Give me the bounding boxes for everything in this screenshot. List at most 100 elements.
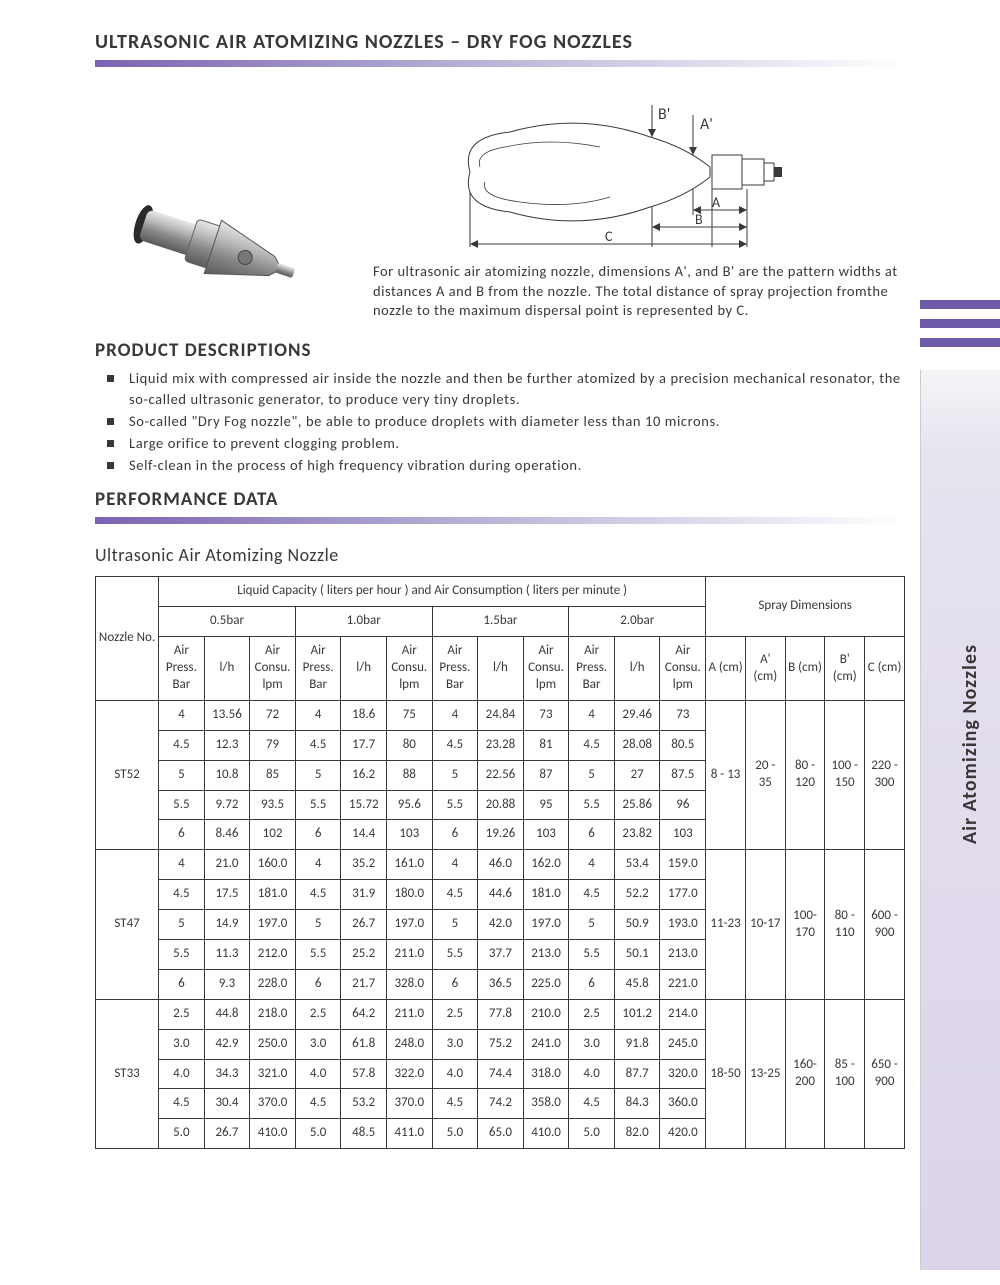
dimension-cell: 8 - 13: [706, 700, 746, 849]
data-cell: 57.8: [341, 1059, 387, 1089]
data-cell: 250.0: [250, 1029, 296, 1059]
data-cell: 2.5: [159, 999, 205, 1029]
data-cell: 5: [295, 910, 341, 940]
data-cell: 6: [159, 820, 205, 850]
data-cell: 48.5: [341, 1119, 387, 1149]
data-cell: 410.0: [250, 1119, 296, 1149]
data-cell: 4.5: [159, 730, 205, 760]
dimension-cell: 80 - 110: [825, 850, 865, 999]
diagram-label-b-prime: B': [658, 105, 670, 124]
data-cell: 19.26: [478, 820, 524, 850]
data-cell: 17.5: [204, 880, 250, 910]
data-cell: 37.7: [478, 940, 524, 970]
data-cell: 4.0: [295, 1059, 341, 1089]
dimension-cell: 80 - 120: [785, 700, 825, 849]
dimension-cell: 85 - 100: [825, 999, 865, 1148]
sub-header: Air Press. Bar: [432, 637, 478, 701]
data-cell: 25.86: [614, 790, 660, 820]
data-cell: 53.2: [341, 1089, 387, 1119]
pressure-group-header: 0.5bar: [159, 607, 296, 637]
dimension-cell: 18-50: [706, 999, 746, 1148]
data-cell: 42.0: [478, 910, 524, 940]
data-cell: 2.5: [569, 999, 615, 1029]
sub-header: l/h: [478, 637, 524, 701]
sub-header: Air Press. Bar: [295, 637, 341, 701]
description-bullet: Self-clean in the process of high freque…: [95, 455, 905, 477]
nozzle-id-cell: ST47: [96, 850, 159, 999]
data-cell: 213.0: [660, 940, 706, 970]
data-cell: 10.8: [204, 760, 250, 790]
data-cell: 5.0: [569, 1119, 615, 1149]
data-cell: 4.0: [432, 1059, 478, 1089]
data-cell: 4.5: [295, 1089, 341, 1119]
data-cell: 23.28: [478, 730, 524, 760]
diagram-label-a-prime: A': [700, 115, 713, 134]
dimension-header: B' (cm): [825, 637, 865, 701]
data-cell: 50.9: [614, 910, 660, 940]
data-cell: 4.0: [159, 1059, 205, 1089]
data-cell: 181.0: [250, 880, 296, 910]
data-cell: 77.8: [478, 999, 524, 1029]
data-cell: 2.5: [295, 999, 341, 1029]
data-cell: 26.7: [204, 1119, 250, 1149]
data-cell: 5.5: [432, 940, 478, 970]
data-cell: 4: [295, 700, 341, 730]
data-cell: 6: [295, 820, 341, 850]
data-cell: 318.0: [523, 1059, 569, 1089]
liquid-capacity-header: Liquid Capacity ( liters per hour ) and …: [159, 577, 706, 607]
dimension-header: B (cm): [785, 637, 825, 701]
page-title: ULTRASONIC AIR ATOMIZING NOZZLES – DRY F…: [95, 30, 905, 60]
data-cell: 177.0: [660, 880, 706, 910]
data-cell: 16.2: [341, 760, 387, 790]
data-cell: 161.0: [387, 850, 433, 880]
data-cell: 5: [159, 910, 205, 940]
data-cell: 11.3: [204, 940, 250, 970]
dimension-cell: 13-25: [745, 999, 785, 1148]
data-cell: 197.0: [523, 910, 569, 940]
pressure-group-header: 2.0bar: [569, 607, 706, 637]
description-bullet: So-called "Dry Fog nozzle", be able to p…: [95, 411, 905, 433]
data-cell: 30.4: [204, 1089, 250, 1119]
data-cell: 328.0: [387, 969, 433, 999]
data-cell: 103: [523, 820, 569, 850]
data-cell: 27: [614, 760, 660, 790]
sub-header: l/h: [614, 637, 660, 701]
data-cell: 73: [660, 700, 706, 730]
data-cell: 6: [569, 820, 615, 850]
data-cell: 12.3: [204, 730, 250, 760]
data-cell: 210.0: [523, 999, 569, 1029]
sub-header: Air Consu. lpm: [660, 637, 706, 701]
dimension-cell: 600 - 900: [865, 850, 905, 999]
data-cell: 4.5: [569, 880, 615, 910]
dimension-cell: 220 - 300: [865, 700, 905, 849]
data-cell: 5: [432, 760, 478, 790]
description-bullet: Liquid mix with compressed air inside th…: [95, 368, 905, 412]
data-cell: 31.9: [341, 880, 387, 910]
description-bullet: Large orifice to prevent clogging proble…: [95, 433, 905, 455]
diagram-label-c: C: [605, 228, 613, 245]
data-cell: 9.72: [204, 790, 250, 820]
data-cell: 5: [159, 760, 205, 790]
data-cell: 4.0: [569, 1059, 615, 1089]
sub-header: Air Consu. lpm: [523, 637, 569, 701]
sub-header: l/h: [341, 637, 387, 701]
data-cell: 95.6: [387, 790, 433, 820]
title-gradient-bar: [95, 60, 905, 67]
data-cell: 211.0: [387, 940, 433, 970]
data-cell: 197.0: [250, 910, 296, 940]
dimension-cell: 11-23: [706, 850, 746, 999]
data-cell: 3.0: [295, 1029, 341, 1059]
data-cell: 8.46: [204, 820, 250, 850]
data-cell: 84.3: [614, 1089, 660, 1119]
performance-data-table: Nozzle No.Liquid Capacity ( liters per h…: [95, 576, 905, 1149]
data-cell: 13.56: [204, 700, 250, 730]
data-cell: 87.7: [614, 1059, 660, 1089]
data-cell: 24.84: [478, 700, 524, 730]
data-cell: 213.0: [523, 940, 569, 970]
product-descriptions-heading: PRODUCT DESCRIPTIONS: [95, 339, 905, 362]
dimension-cell: 100-170: [785, 850, 825, 999]
data-cell: 4.5: [432, 1089, 478, 1119]
data-cell: 102: [250, 820, 296, 850]
data-cell: 321.0: [250, 1059, 296, 1089]
data-cell: 322.0: [387, 1059, 433, 1089]
